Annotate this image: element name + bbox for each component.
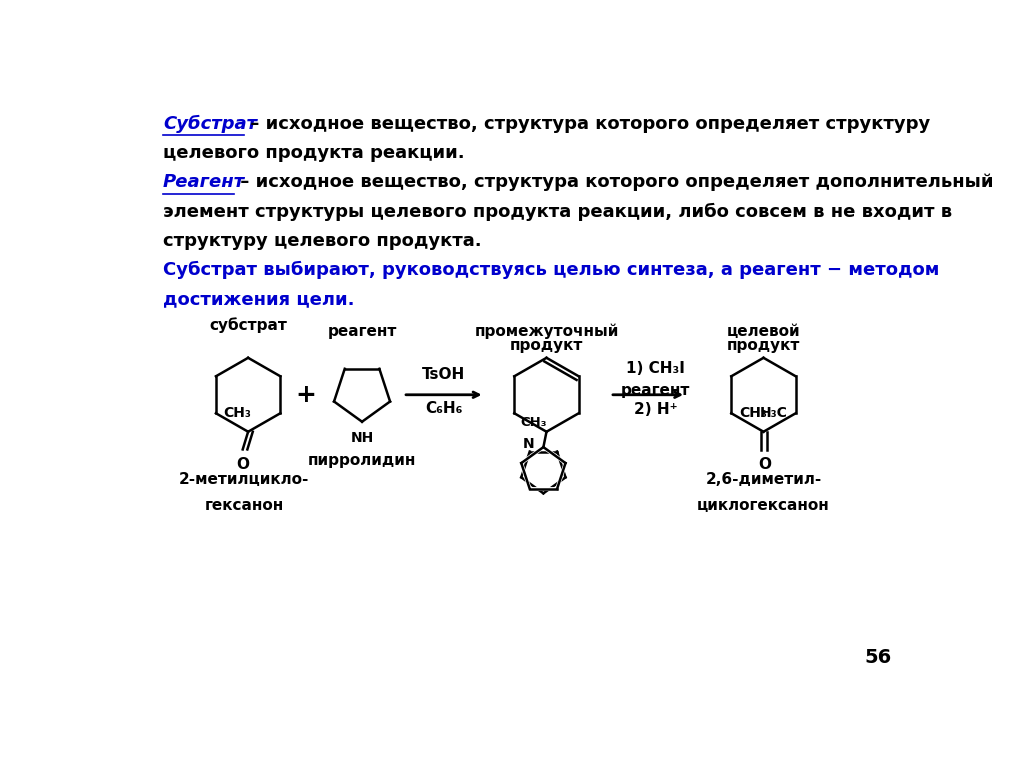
Text: – исходное вещество, структура которого определяет дополнительный: – исходное вещество, структура которого …	[234, 174, 993, 191]
Text: H₃C: H₃C	[760, 406, 787, 420]
Text: 56: 56	[864, 647, 891, 667]
Text: N: N	[523, 437, 535, 451]
Text: элемент структуры целевого продукта реакции, либо совсем в не входит в: элемент структуры целевого продукта реак…	[163, 203, 952, 220]
Text: CH₃: CH₃	[223, 406, 252, 420]
Text: CH₃: CH₃	[520, 416, 547, 429]
Text: CH₃: CH₃	[739, 406, 767, 420]
Text: Субстрат выбирают, руководствуясь целью синтеза, а реагент − методом: Субстрат выбирают, руководствуясь целью …	[163, 261, 939, 280]
Text: циклогексанон: циклогексанон	[697, 498, 829, 513]
Text: промежуточный: промежуточный	[474, 324, 618, 339]
Text: TsOH: TsOH	[422, 367, 466, 382]
Text: C₆H₆: C₆H₆	[425, 401, 463, 416]
Text: пирролидин: пирролидин	[308, 452, 416, 468]
Text: Реагент: Реагент	[163, 174, 245, 191]
Text: +: +	[296, 382, 316, 407]
Text: 2) H⁺: 2) H⁺	[634, 402, 678, 418]
Text: реагент: реагент	[328, 323, 396, 339]
Text: достижения цели.: достижения цели.	[163, 290, 354, 309]
Text: O: O	[758, 457, 771, 472]
Text: продукт: продукт	[510, 338, 584, 353]
Text: структуру целевого продукта.: структуру целевого продукта.	[163, 232, 481, 250]
Text: NH: NH	[350, 431, 374, 445]
Text: целевой: целевой	[727, 324, 801, 339]
Text: целевого продукта реакции.: целевого продукта реакции.	[163, 144, 465, 162]
Text: гексанон: гексанон	[205, 498, 284, 513]
Text: O: O	[237, 457, 249, 472]
Text: субстрат: субстрат	[209, 317, 287, 333]
Text: 2-метилцикло-: 2-метилцикло-	[179, 472, 309, 487]
Text: Субстрат: Субстрат	[163, 114, 257, 133]
Text: 2,6-диметил-: 2,6-диметил-	[706, 472, 821, 487]
Text: – исходное вещество, структура которого определяет структуру: – исходное вещество, структура которого …	[245, 115, 931, 133]
Text: реагент: реагент	[622, 383, 690, 399]
Text: продукт: продукт	[727, 338, 800, 353]
Text: 1) CH₃I: 1) CH₃I	[627, 360, 685, 376]
